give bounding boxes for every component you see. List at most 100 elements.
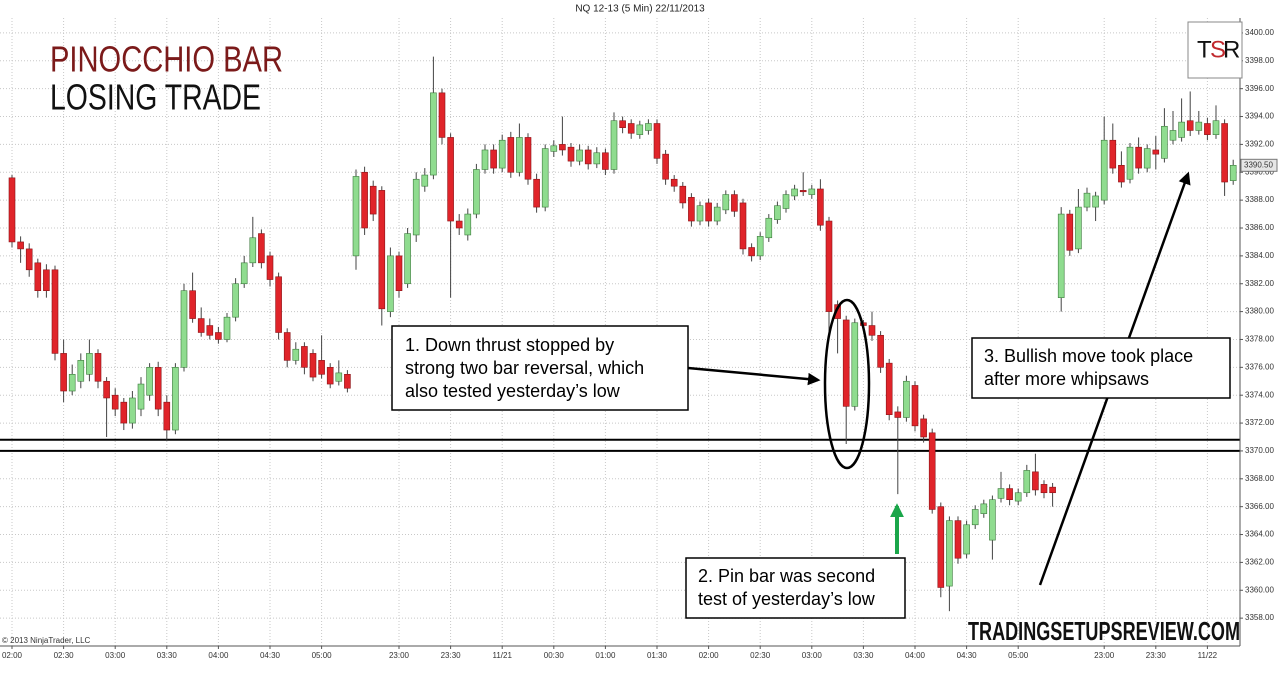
candle-body <box>1109 139 1117 169</box>
candle-body <box>559 144 566 151</box>
candle-body <box>86 353 93 375</box>
candle-body <box>731 194 738 212</box>
x-tick-label: 11/21 <box>492 651 512 660</box>
candle-body <box>301 346 308 368</box>
candle-body <box>610 120 618 170</box>
candle-body <box>34 262 42 292</box>
annotation: also tested yesterday’s low <box>405 381 621 401</box>
y-tick-label: 3398.00 <box>1245 56 1274 65</box>
y-tick-label: 3366.00 <box>1245 502 1274 511</box>
candle-body <box>103 380 110 399</box>
logo-box <box>1187 21 1243 79</box>
x-tick-label: 02:30 <box>54 651 75 660</box>
candle-body <box>1204 123 1211 135</box>
x-tick-label: 02:00 <box>2 651 23 660</box>
candle-body <box>765 217 773 239</box>
candle-body <box>344 373 351 389</box>
candle-body <box>438 92 446 138</box>
candle-body <box>541 148 549 208</box>
candle-body <box>1057 213 1065 298</box>
y-tick-label: 3394.00 <box>1245 112 1274 121</box>
candle-body <box>1040 484 1048 494</box>
candle-body <box>361 171 368 229</box>
candle-body <box>154 367 162 410</box>
candle-body <box>593 152 601 165</box>
candle-body <box>60 353 67 392</box>
candle-body <box>602 152 609 170</box>
candle-body <box>8 177 16 243</box>
candle-body <box>576 149 583 162</box>
y-tick-label: 3376.00 <box>1245 362 1274 371</box>
candle-body <box>215 332 222 340</box>
y-tick-label: 3372.00 <box>1245 418 1274 427</box>
annotation: 1. Down thrust stopped by <box>405 335 614 355</box>
candle-body <box>627 123 635 134</box>
candle-body <box>51 269 59 354</box>
candle-body <box>516 137 523 173</box>
candle-body <box>567 146 575 162</box>
logo-letter: R <box>1223 36 1240 63</box>
candle-body <box>378 190 386 310</box>
candle-body <box>507 137 515 173</box>
candle-body <box>129 397 136 424</box>
candle-body <box>352 176 360 257</box>
candle-body <box>679 185 687 204</box>
annotation: strong two bar reversal, which <box>405 358 644 378</box>
logo-letter: S <box>1210 36 1226 63</box>
candle-body <box>240 262 248 285</box>
candle-body <box>94 353 102 382</box>
candle-body <box>1195 121 1203 131</box>
candle-body <box>946 520 953 587</box>
annotation: test of yesterday’s low <box>698 589 876 609</box>
candle-body <box>283 332 291 361</box>
candle-body <box>197 318 205 333</box>
candle-body <box>653 123 661 159</box>
y-tick-label: 3390.00 <box>1245 167 1274 176</box>
candle-body <box>120 401 128 424</box>
y-tick-label: 3364.00 <box>1245 530 1274 539</box>
y-tick-label: 3362.00 <box>1245 558 1274 567</box>
candle-body <box>739 202 747 250</box>
y-tick-label: 3392.00 <box>1245 140 1274 149</box>
x-tick-label: 04:00 <box>905 651 926 660</box>
candle-body <box>369 185 377 215</box>
candle-body <box>894 411 902 418</box>
candle-body <box>756 236 764 257</box>
arrow <box>687 366 821 386</box>
candle-body <box>481 149 489 170</box>
y-tick-label: 3396.00 <box>1245 84 1274 93</box>
candle-body <box>1014 492 1022 502</box>
candle-body <box>1169 130 1177 141</box>
x-tick-label: 23:00 <box>1094 651 1115 660</box>
candle-body <box>146 367 153 396</box>
x-tick-label: 03:00 <box>105 651 126 660</box>
candle-body <box>387 255 394 312</box>
candle-body <box>430 92 437 176</box>
x-tick-label: 00:30 <box>544 651 565 660</box>
candle-body <box>903 380 910 418</box>
x-tick-label: 01:00 <box>595 651 616 660</box>
candle-body <box>928 432 936 510</box>
y-tick-label: 3374.00 <box>1245 390 1274 399</box>
candle-body <box>989 499 996 541</box>
candle-body <box>473 169 480 215</box>
candle-body <box>1126 146 1134 180</box>
x-tick-label: 03:30 <box>157 651 178 660</box>
candle-body <box>326 367 334 385</box>
x-tick-label: 05:00 <box>312 651 333 660</box>
candle-body <box>1143 148 1151 169</box>
x-tick-label: 04:00 <box>208 651 229 660</box>
x-tick-label: 05:00 <box>1008 651 1029 660</box>
chart-header: NQ 12-13 (5 Min) 22/11/2013 <box>575 4 705 15</box>
candle-body <box>1066 213 1074 251</box>
candle-body <box>1221 123 1228 183</box>
chart-title: PINOCCHIO BAR <box>50 39 283 80</box>
price-tag <box>1240 158 1278 172</box>
x-tick-label: 02:00 <box>699 651 720 660</box>
x-tick-label: 23:30 <box>1146 651 1167 660</box>
candle-body <box>189 290 196 319</box>
candle-body <box>490 149 497 169</box>
candle-body <box>404 233 411 285</box>
candle-body <box>498 139 506 169</box>
candle-body <box>43 269 50 291</box>
